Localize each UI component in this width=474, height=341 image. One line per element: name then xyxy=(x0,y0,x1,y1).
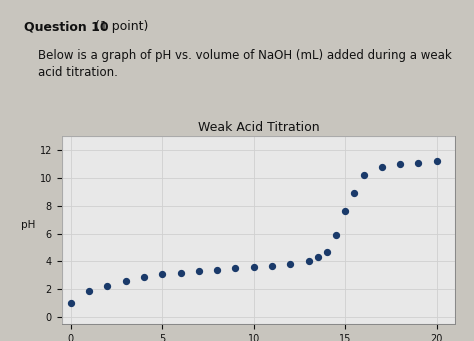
Title: Weak Acid Titration: Weak Acid Titration xyxy=(198,121,319,134)
Point xyxy=(396,161,404,167)
Point xyxy=(232,266,239,271)
Point xyxy=(213,267,221,272)
Point xyxy=(158,271,166,277)
Point xyxy=(122,278,129,284)
Point xyxy=(104,284,111,289)
Point xyxy=(360,173,367,178)
Point xyxy=(85,288,93,293)
Point xyxy=(250,264,257,270)
Point xyxy=(195,268,203,274)
Point xyxy=(177,270,184,275)
Point xyxy=(323,249,331,254)
Point xyxy=(67,300,74,306)
Point xyxy=(287,261,294,266)
Point xyxy=(268,263,276,268)
Point xyxy=(433,159,440,164)
Point xyxy=(351,191,358,196)
Text: (1 point): (1 point) xyxy=(91,20,149,33)
Point xyxy=(332,232,340,238)
Point xyxy=(341,209,349,214)
Text: Question 10: Question 10 xyxy=(24,20,109,33)
Point xyxy=(378,164,386,170)
Y-axis label: pH: pH xyxy=(21,220,36,230)
Point xyxy=(305,259,312,264)
Point xyxy=(415,160,422,165)
Point xyxy=(140,274,148,279)
Text: Below is a graph of pH vs. volume of NaOH (mL) added during a weak
acid titratio: Below is a graph of pH vs. volume of NaO… xyxy=(38,49,452,79)
Point xyxy=(314,254,321,260)
